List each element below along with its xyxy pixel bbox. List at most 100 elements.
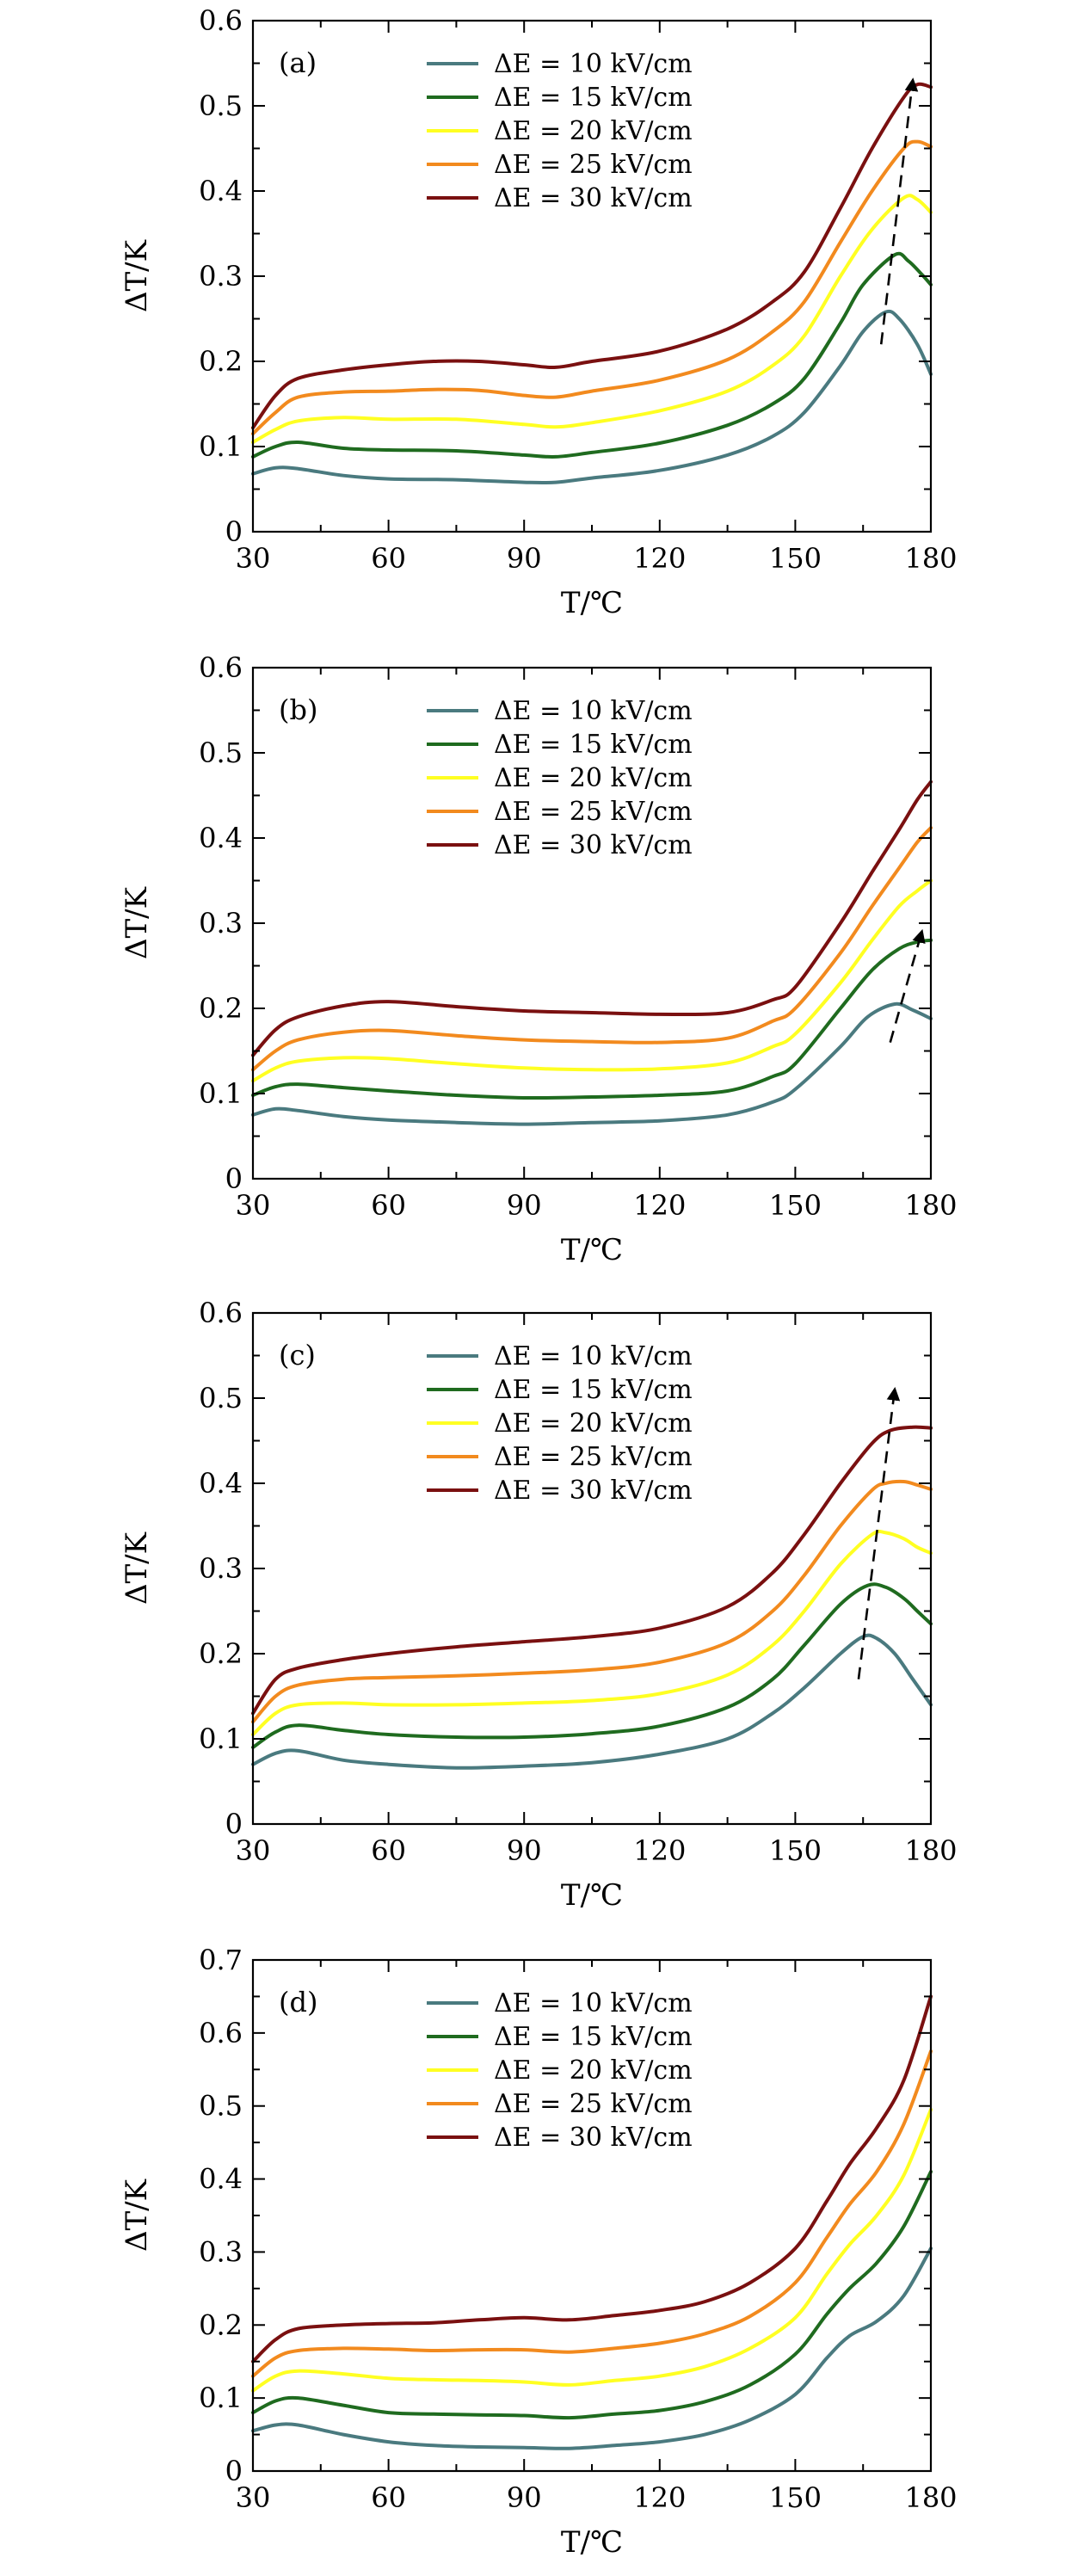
series-line-5 bbox=[251, 1994, 933, 2363]
series-line-4 bbox=[251, 826, 933, 1072]
series-line-3 bbox=[251, 878, 933, 1083]
x-tick-label: 30 bbox=[236, 2481, 271, 2514]
x-tick-label: 120 bbox=[633, 1189, 686, 1222]
series-line-1 bbox=[251, 2246, 933, 2450]
y-tick-label: 0 bbox=[225, 1808, 243, 1840]
series-line-1 bbox=[251, 309, 933, 485]
x-tick-label: 150 bbox=[769, 2481, 822, 2514]
series-line-1 bbox=[251, 1633, 933, 1770]
x-tick-label: 150 bbox=[769, 542, 822, 575]
y-axis-title: ΔT/K bbox=[120, 2179, 154, 2252]
y-tick-label: 0.5 bbox=[199, 1382, 243, 1414]
panel-label: (c) bbox=[279, 1339, 316, 1371]
x-tick-label: 120 bbox=[633, 1834, 686, 1867]
x-axis-title: T/℃ bbox=[561, 1878, 623, 1913]
legend-entry-label: ΔE = 15 kV/cm bbox=[494, 730, 693, 760]
y-tick-label: 0.4 bbox=[199, 1467, 243, 1500]
y-tick-label: 0.5 bbox=[199, 2090, 243, 2123]
series-line-2 bbox=[251, 938, 933, 1100]
y-tick-label: 0.6 bbox=[199, 2017, 243, 2049]
legend-entry-label: ΔE = 20 kV/cm bbox=[494, 1408, 693, 1439]
panel-label: (b) bbox=[279, 693, 317, 726]
x-tick-label: 150 bbox=[769, 1189, 822, 1222]
y-tick-label: 0.1 bbox=[199, 1722, 243, 1755]
y-tick-label: 0.4 bbox=[199, 822, 243, 854]
legend-entry-label: ΔE = 30 kV/cm bbox=[494, 183, 693, 213]
x-tick-label: 60 bbox=[371, 1834, 406, 1867]
chart-panel-c: 30 60 90 120 150 180 0 0.1 0.2 0.3 0.4 0.5 0.6 T/℃ ΔT/… bbox=[120, 1297, 958, 1913]
series-line-4 bbox=[251, 1479, 933, 1724]
y-tick-label: 0.4 bbox=[199, 2163, 243, 2196]
series-line-5 bbox=[251, 780, 933, 1057]
x-tick-label: 90 bbox=[507, 542, 542, 575]
x-axis-title: T/℃ bbox=[561, 586, 623, 620]
y-tick-label: 0.6 bbox=[199, 4, 243, 37]
x-tick-label: 120 bbox=[633, 542, 686, 575]
y-tick-label: 0.1 bbox=[199, 2382, 243, 2414]
x-axis-title: T/℃ bbox=[561, 2525, 623, 2560]
y-tick-label: 0 bbox=[225, 1162, 243, 1195]
legend-entry-label: ΔE = 10 kV/cm bbox=[494, 49, 693, 79]
x-tick-label: 90 bbox=[507, 2481, 542, 2514]
x-tick-label: 180 bbox=[904, 542, 957, 575]
x-tick-label: 180 bbox=[904, 1189, 957, 1222]
y-tick-label: 0.2 bbox=[199, 2308, 243, 2341]
y-tick-label: 0.2 bbox=[199, 992, 243, 1025]
x-axis-title: T/℃ bbox=[561, 1233, 623, 1267]
series-group bbox=[251, 1994, 933, 2450]
legend-entry-label: ΔE = 10 kV/cm bbox=[494, 1341, 693, 1371]
legend-entry-label: ΔE = 25 kV/cm bbox=[494, 1442, 693, 1472]
chart-panel-a: 30 60 90 120 150 180 0 0.1 0.2 0.3 0.4 0.5 0.6 T/℃ ΔT/… bbox=[120, 4, 958, 620]
trend-arrow bbox=[879, 77, 919, 345]
y-axis-title: ΔT/K bbox=[120, 1531, 154, 1605]
x-tick-label: 30 bbox=[236, 1189, 271, 1222]
series-line-3 bbox=[251, 2108, 933, 2393]
legend-entry-label: ΔE = 30 kV/cm bbox=[494, 2123, 693, 2153]
y-tick-label: 0.5 bbox=[199, 736, 243, 769]
x-tick-label: 150 bbox=[769, 1834, 822, 1867]
legend-entry-label: ΔE = 25 kV/cm bbox=[494, 797, 693, 827]
legend-entry-label: ΔE = 20 kV/cm bbox=[494, 763, 693, 793]
x-tick-label: 30 bbox=[236, 542, 271, 575]
trend-arrow bbox=[857, 1387, 901, 1679]
x-tick-label: 180 bbox=[904, 1834, 957, 1867]
legend-entry-label: ΔE = 15 kV/cm bbox=[494, 1375, 693, 1405]
x-tick-label: 90 bbox=[507, 1189, 542, 1222]
series-group bbox=[251, 780, 933, 1126]
y-tick-label: 0.3 bbox=[199, 260, 243, 293]
legend-entry-label: ΔE = 10 kV/cm bbox=[494, 696, 693, 726]
series-line-5 bbox=[251, 1425, 933, 1716]
x-tick-label: 60 bbox=[371, 542, 406, 575]
series-line-4 bbox=[251, 139, 933, 436]
y-tick-label: 0.2 bbox=[199, 345, 243, 378]
series-line-2 bbox=[251, 1582, 933, 1749]
y-tick-label: 0.3 bbox=[199, 1552, 243, 1585]
legend-entry-label: ΔE = 10 kV/cm bbox=[494, 1988, 693, 2018]
legend-entry-label: ΔE = 20 kV/cm bbox=[494, 2055, 693, 2086]
y-tick-label: 0.1 bbox=[199, 1077, 243, 1110]
y-tick-label: 0 bbox=[225, 2455, 243, 2487]
legend-entry-label: ΔE = 30 kV/cm bbox=[494, 830, 693, 860]
legend-entry-label: ΔE = 15 kV/cm bbox=[494, 83, 693, 113]
y-tick-label: 0.4 bbox=[199, 175, 243, 207]
series-group bbox=[251, 82, 933, 485]
chart-panel-b: 30 60 90 120 150 180 0 0.1 0.2 0.3 0.4 0.5 0.6 T/℃ ΔT/… bbox=[120, 651, 958, 1267]
y-tick-label: 0.2 bbox=[199, 1637, 243, 1670]
series-line-2 bbox=[251, 2170, 933, 2420]
panel-label: (a) bbox=[279, 46, 317, 79]
legend-entry-label: ΔE = 15 kV/cm bbox=[494, 2022, 693, 2052]
series-line-1 bbox=[251, 1001, 933, 1126]
legend-entry-label: ΔE = 25 kV/cm bbox=[494, 150, 693, 180]
series-line-3 bbox=[251, 1529, 933, 1736]
x-tick-label: 60 bbox=[371, 2481, 406, 2514]
series-line-2 bbox=[251, 251, 933, 459]
x-tick-label: 60 bbox=[371, 1189, 406, 1222]
trend-arrow bbox=[889, 928, 926, 1043]
y-tick-label: 0.6 bbox=[199, 1297, 243, 1329]
chart-panel-d: 30 60 90 120 150 180 0 0.1 0.2 0.3 0.4 0.5 0.6 0.7 T/℃… bbox=[120, 1944, 958, 2560]
